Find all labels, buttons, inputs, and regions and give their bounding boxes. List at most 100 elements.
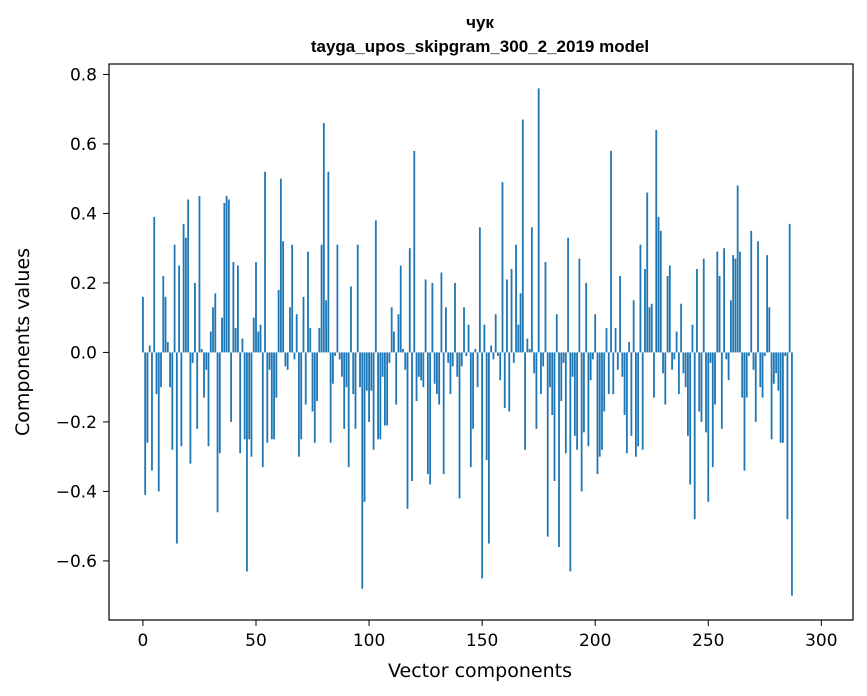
- bar: [646, 192, 649, 353]
- bar: [488, 352, 490, 544]
- chart-subtitle: tayga_upos_skipgram_300_2_2019 model: [311, 37, 649, 56]
- bar: [465, 352, 468, 356]
- bar: [207, 352, 210, 447]
- bar: [739, 251, 741, 353]
- bar: [354, 352, 357, 429]
- bar: [580, 352, 583, 492]
- bar: [537, 88, 540, 353]
- bar: [311, 352, 314, 412]
- x-tick-label: 50: [245, 631, 267, 651]
- bar: [585, 282, 588, 353]
- y-tick-label: 0.0: [70, 343, 97, 363]
- bar: [331, 352, 334, 384]
- bar: [644, 269, 646, 353]
- bar: [424, 279, 427, 353]
- bar: [732, 255, 735, 353]
- bar: [411, 352, 413, 481]
- bar: [214, 293, 217, 353]
- bar: [639, 244, 642, 353]
- bar: [555, 314, 558, 353]
- bar: [637, 352, 640, 447]
- bar: [587, 352, 590, 447]
- bar: [677, 352, 680, 395]
- bar: [668, 265, 671, 353]
- bar: [770, 352, 773, 440]
- bar: [160, 352, 162, 388]
- bar: [616, 352, 619, 370]
- bar: [632, 300, 635, 353]
- bar: [494, 314, 497, 353]
- bar: [524, 352, 526, 450]
- bar: [474, 348, 477, 353]
- bar: [745, 352, 748, 398]
- bar: [702, 258, 705, 353]
- bar: [675, 331, 678, 353]
- bar: [761, 352, 764, 398]
- bar: [350, 286, 352, 353]
- bar: [173, 244, 176, 353]
- bar: [458, 352, 461, 499]
- bar: [454, 282, 456, 353]
- bar: [786, 352, 789, 520]
- bar: [508, 352, 511, 412]
- bar: [684, 352, 687, 388]
- bar: [295, 314, 298, 353]
- bar: [741, 352, 744, 398]
- bar: [184, 237, 187, 353]
- bar: [279, 178, 282, 353]
- bar: [381, 352, 384, 377]
- bar: [341, 352, 343, 377]
- bar: [766, 255, 768, 353]
- bar: [582, 352, 585, 433]
- bar: [379, 352, 382, 440]
- bar: [542, 352, 545, 367]
- bar: [519, 293, 522, 353]
- bar: [707, 352, 710, 502]
- bar: [257, 331, 260, 353]
- bar: [451, 352, 454, 367]
- bar: [564, 352, 567, 454]
- bar: [171, 352, 174, 450]
- bar: [716, 251, 719, 353]
- bar: [270, 352, 273, 440]
- bar: [212, 307, 214, 353]
- bar: [155, 352, 158, 395]
- bar: [282, 241, 285, 353]
- bar: [144, 352, 147, 495]
- bar: [166, 342, 169, 353]
- bar: [521, 119, 524, 353]
- bar: [347, 352, 350, 468]
- x-tick-label: 200: [579, 631, 611, 651]
- bar: [431, 282, 434, 353]
- bar: [628, 342, 631, 353]
- bar: [743, 352, 746, 471]
- bar: [356, 244, 359, 353]
- bar: [750, 230, 753, 353]
- bar: [691, 324, 694, 353]
- bar: [659, 230, 662, 353]
- bar: [700, 352, 703, 422]
- bar: [727, 352, 730, 381]
- bar: [438, 352, 441, 405]
- bar: [768, 307, 771, 353]
- bar: [402, 348, 404, 353]
- bar: [322, 123, 325, 353]
- bar: [225, 196, 228, 353]
- bar: [469, 352, 472, 468]
- bar: [216, 352, 219, 513]
- bar: [200, 348, 203, 353]
- bar: [386, 352, 389, 426]
- bar: [775, 352, 778, 374]
- bar: [696, 269, 698, 353]
- bar: [655, 130, 658, 353]
- bar: [573, 352, 576, 436]
- bar: [671, 352, 673, 370]
- bar: [754, 352, 757, 422]
- bar: [359, 352, 361, 388]
- bar: [705, 352, 707, 433]
- bar: [551, 352, 554, 415]
- bar: [146, 352, 149, 443]
- bar: [404, 352, 407, 370]
- bar: [227, 199, 230, 353]
- bar: [162, 275, 165, 353]
